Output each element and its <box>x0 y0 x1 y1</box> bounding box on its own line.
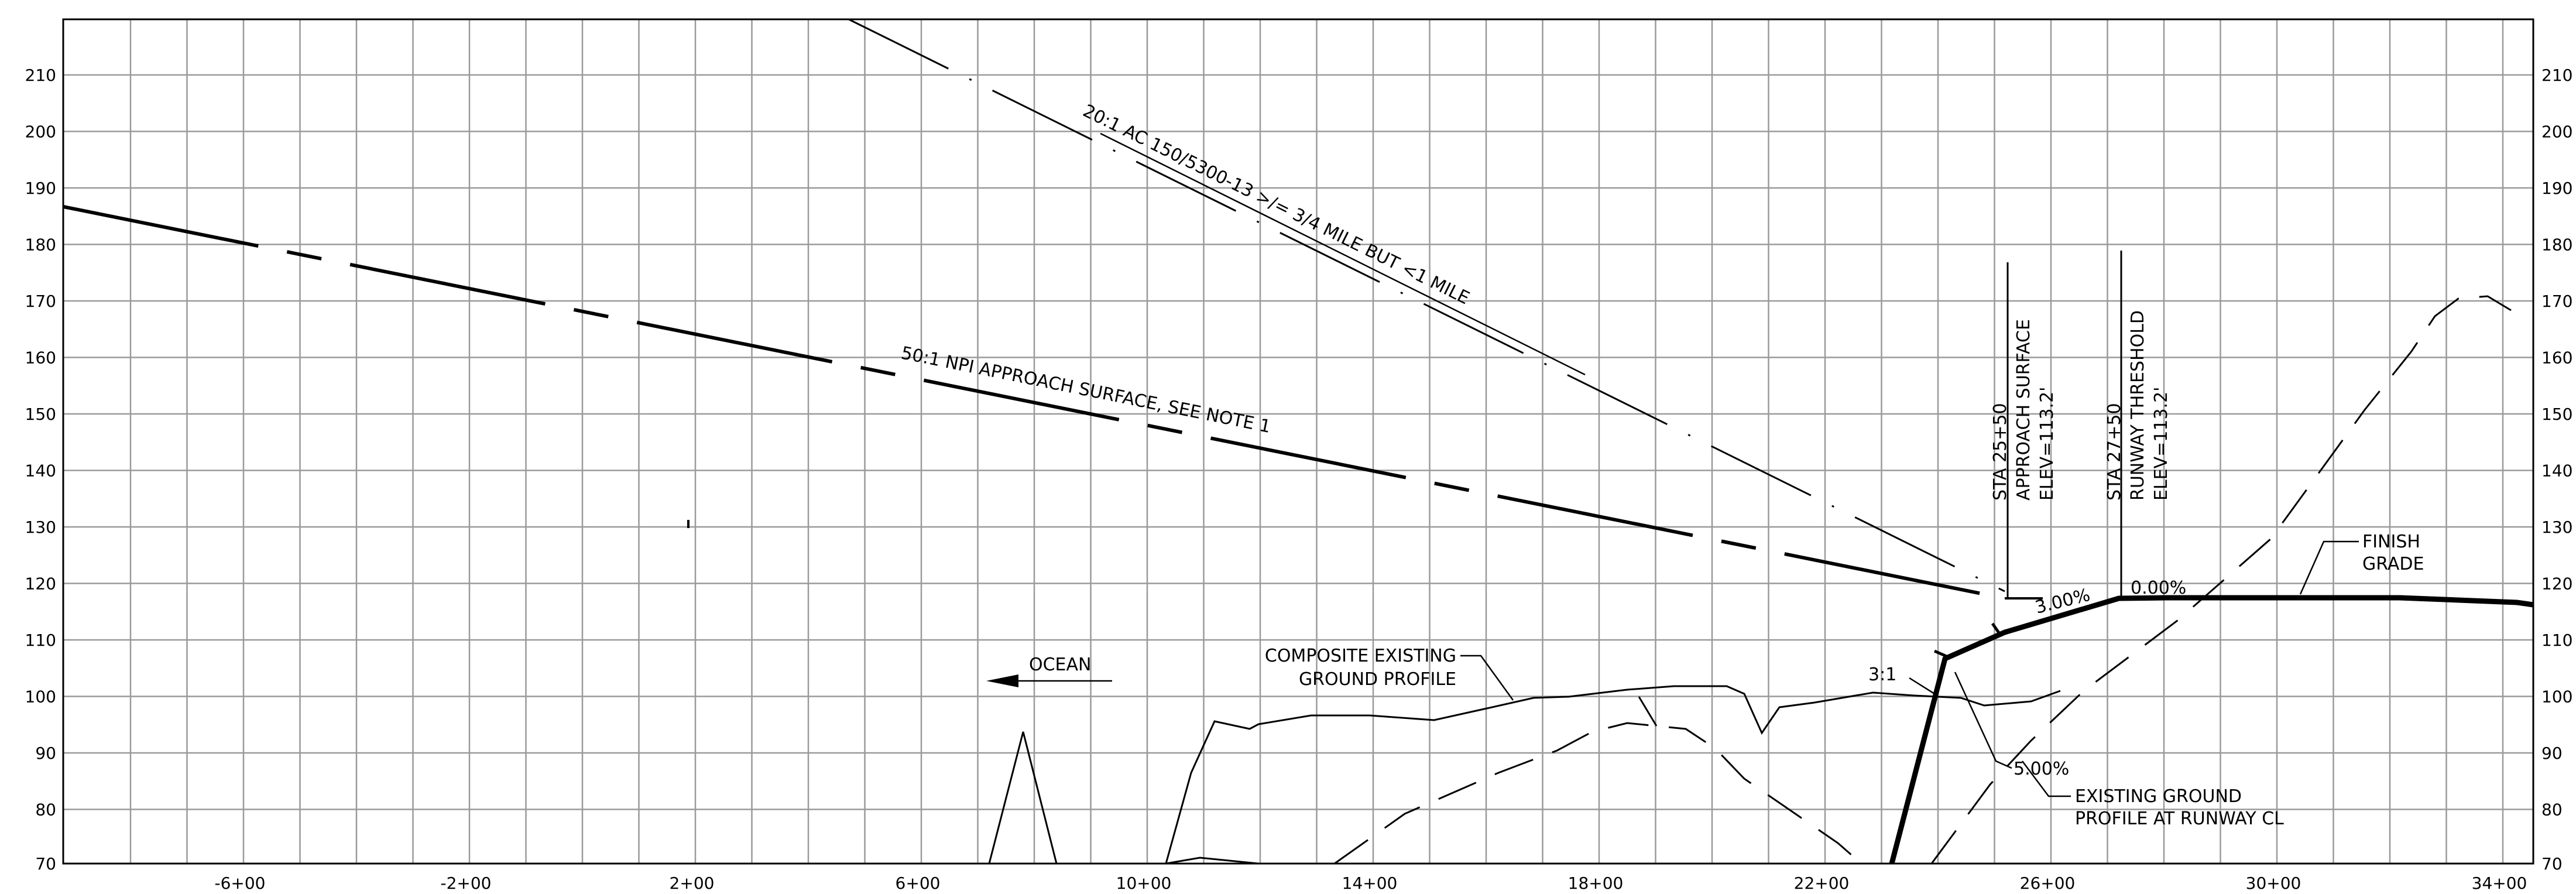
x-tick-label: -6+00 <box>214 874 265 893</box>
x-tick-label: 6+00 <box>896 874 941 893</box>
finish-grade-label-line2: GRADE <box>2362 554 2424 574</box>
x-tick-label: 10+00 <box>1116 874 1172 893</box>
composite-existing-ground-profile <box>988 685 2061 865</box>
ocean-arrow-head <box>986 674 1018 687</box>
ocean-label: OCEAN <box>1029 655 1091 675</box>
y-tick-label-left: 170 <box>25 292 56 311</box>
y-tick-label-right: 120 <box>2541 574 2572 594</box>
y-tick-label-right: 180 <box>2541 235 2572 255</box>
y-tick-label-left: 150 <box>25 405 56 424</box>
composite-profile-label-line1: COMPOSITE EXISTING <box>1265 646 1456 666</box>
slope-3-1-leader <box>1909 677 1935 695</box>
y-tick-label-left: 210 <box>25 66 56 85</box>
finish-grade-label-line1: FINISH <box>2362 532 2420 552</box>
y-tick-label-left: 80 <box>35 800 56 820</box>
y-tick-label-right: 140 <box>2541 461 2572 481</box>
stray-mark <box>687 520 690 528</box>
existing-profile-label-line2: PROFILE AT RUNWAY CL <box>2075 809 2284 829</box>
surface-20-1-label-leader <box>1100 132 1586 376</box>
y-tick-label-left: 160 <box>25 348 56 368</box>
y-tick-label-left: 120 <box>25 574 56 594</box>
x-tick-label: 26+00 <box>2020 874 2076 893</box>
approach-sta-label: STA 25+50 <box>1990 403 2011 501</box>
existing-ground-profile-runway-cl <box>1334 295 2512 865</box>
grade-3pct-tick-left <box>1991 622 2002 636</box>
x-tick-label: 34+00 <box>2472 874 2527 893</box>
y-tick-label-left: 90 <box>35 744 56 763</box>
composite-profile-label-line2: GROUND PROFILE <box>1299 669 1456 690</box>
y-tick-label-right: 210 <box>2541 66 2572 85</box>
y-tick-label-right: 200 <box>2541 122 2572 142</box>
threshold-elev-label: ELEV=113.2' <box>2151 387 2172 501</box>
approach-name-label: APPROACH SURFACE <box>2014 319 2034 501</box>
grade-5pct-leader <box>1954 672 2012 769</box>
surface-50-1-line <box>63 205 2005 600</box>
y-tick-label-right: 190 <box>2541 179 2572 198</box>
x-tick-label: 22+00 <box>1794 874 1850 893</box>
y-tick-label-right: 150 <box>2541 405 2572 424</box>
approach-elev-label: ELEV=113.2' <box>2037 387 2057 501</box>
grade-5pct-label: 5.00% <box>2014 759 2069 779</box>
y-tick-label-right: 80 <box>2541 800 2563 820</box>
y-tick-label-left: 200 <box>25 122 56 142</box>
grade-3pct-tick-right <box>1934 649 1949 659</box>
grid <box>63 19 2533 864</box>
x-tick-label: 14+00 <box>1342 874 1398 893</box>
x-tick-label: -2+00 <box>440 874 491 893</box>
existing-ground-profile-runway-cl-spike <box>1638 696 1658 727</box>
slope-3-1-label: 3:1 <box>1868 664 1896 685</box>
y-tick-label-right: 170 <box>2541 292 2572 311</box>
x-tick-labels: -6+00 -2+00 2+00 6+00 10+00 14+00 18+00 22+00 26… <box>214 874 2527 893</box>
threshold-name-label: RUNWAY THRESHOLD <box>2128 310 2148 501</box>
y-tick-label-left: 180 <box>25 235 56 255</box>
y-tick-label-left: 140 <box>25 461 56 481</box>
x-tick-label: 18+00 <box>1568 874 1624 893</box>
existing-profile-leader <box>2022 761 2071 797</box>
y-tick-label-right: 160 <box>2541 348 2572 368</box>
y-tick-labels-right: 210 200 190 180 170 160 150 140 130 120 110 100 90 80… <box>2541 66 2572 874</box>
y-tick-label-right: 110 <box>2541 631 2572 650</box>
y-tick-label-left: 130 <box>25 518 56 537</box>
y-tick-labels-left: 210 200 190 180 170 160 150 140 130 120 110 100 90 80… <box>25 66 56 874</box>
composite-profile-leader <box>1460 655 1514 701</box>
y-tick-label-right: 100 <box>2541 687 2572 707</box>
y-tick-label-left: 70 <box>35 854 56 874</box>
grade-0pct-label: 0.00% <box>2131 578 2186 598</box>
y-tick-label-left: 190 <box>25 179 56 198</box>
threshold-sta-label: STA 27+50 <box>2104 403 2125 501</box>
x-tick-label: 2+00 <box>670 874 715 893</box>
plot-frame <box>62 18 2534 865</box>
y-tick-label-right: 90 <box>2541 744 2563 763</box>
y-tick-label-right: 130 <box>2541 518 2572 537</box>
y-tick-label-left: 100 <box>25 687 56 707</box>
finish-grade-line <box>1889 595 2534 865</box>
surface-20-1-line <box>848 18 2005 592</box>
finish-grade-leader <box>2299 540 2359 595</box>
existing-profile-label-line1: EXISTING GROUND <box>2075 786 2242 807</box>
y-tick-label-right: 70 <box>2541 854 2563 874</box>
x-tick-label: 30+00 <box>2246 874 2301 893</box>
y-tick-label-left: 110 <box>25 631 56 650</box>
